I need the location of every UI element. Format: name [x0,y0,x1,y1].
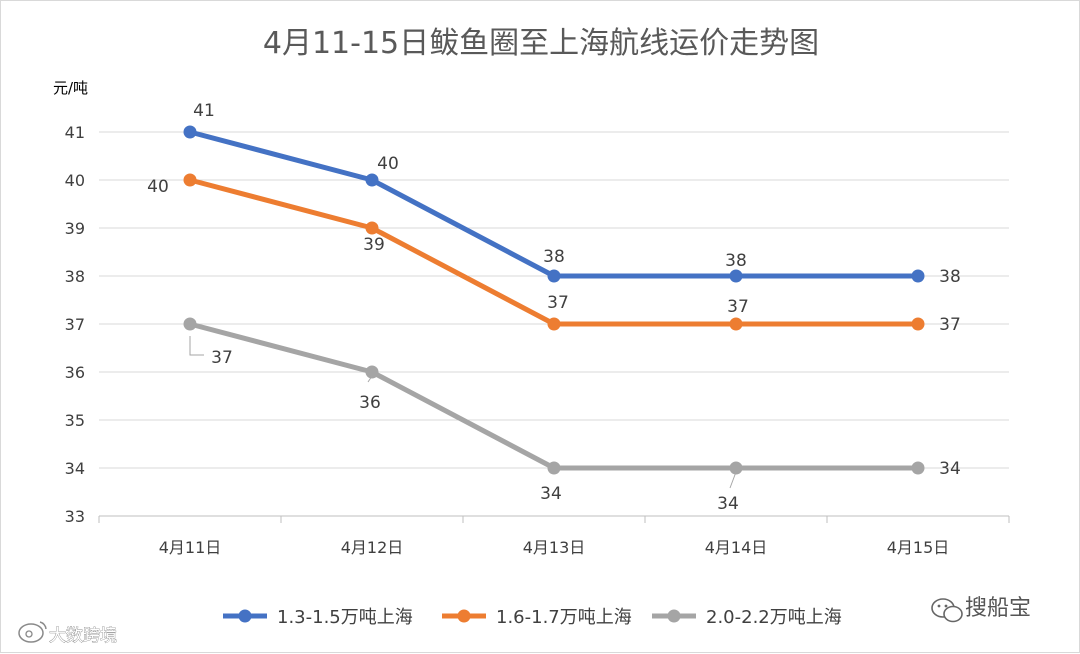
series-line [187,321,921,471]
y-tick-label: 38 [65,267,85,286]
data-label: 34 [939,459,961,479]
x-tick-label: 4月15日 [887,538,950,557]
y-tick-label: 34 [65,459,85,478]
label-leader-line [729,471,737,489]
data-point [365,221,379,235]
legend-label: 2.0-2.2万吨上海 [706,607,842,628]
data-label: 37 [727,297,749,317]
legend-swatch-marker [457,609,471,623]
data-label: 38 [543,247,565,267]
data-point [365,173,379,187]
weibo-icon [18,621,47,643]
series-2 [183,173,925,331]
watermarks: 搜船宝 大数跨境 [18,596,1031,646]
watermark-left-text: 大数跨境 [49,626,117,646]
data-point [547,461,561,475]
data-point [183,125,197,139]
y-tick-label: 37 [65,315,85,334]
data-point [547,269,561,283]
y-tick-label: 39 [65,219,85,238]
legend-item: 2.0-2.2万吨上海 [652,607,842,628]
x-tick-label: 4月11日 [159,538,222,557]
data-point [911,461,925,475]
data-point [365,365,379,379]
data-label: 40 [147,177,169,197]
label-leader-line [367,375,373,383]
legend-label: 1.6-1.7万吨上海 [496,607,632,628]
data-label: 34 [717,494,739,514]
data-label: 38 [725,251,747,271]
data-point [183,173,197,187]
series-3 [183,317,925,475]
y-tick-label: 33 [65,507,85,526]
data-label: 37 [547,293,569,313]
label-leader-line [189,336,204,356]
legend-label: 1.3-1.5万吨上海 [277,607,413,628]
y-tick-label: 40 [65,171,85,190]
y-tick-label: 41 [65,123,85,142]
data-label: 41 [193,101,215,121]
wechat-icon [931,598,963,623]
data-point [183,317,197,331]
series-1 [183,125,925,283]
data-label: 36 [359,393,381,413]
data-point [729,461,743,475]
y-tick-label: 35 [65,411,85,430]
data-point [547,317,561,331]
chart-title: 4月11-15日鲅鱼圈至上海航线运价走势图 [263,26,819,61]
data-label: 37 [211,348,233,368]
x-tick-label: 4月14日 [705,538,768,557]
data-label: 34 [540,484,562,504]
data-label: 39 [363,235,385,255]
data-point [911,317,925,331]
y-tick-label: 36 [65,363,85,382]
legend-item: 1.3-1.5万吨上海 [223,607,413,628]
data-point [729,269,743,283]
data-label: 38 [939,267,961,287]
data-point [911,269,925,283]
y-axis-unit-label: 元/吨 [53,79,88,97]
watermark-right-text: 搜船宝 [965,596,1031,621]
x-tick-label: 4月12日 [341,538,404,557]
data-label: 40 [377,154,399,174]
legend-item: 1.6-1.7万吨上海 [442,607,632,628]
data-label: 37 [939,315,961,335]
legend-swatch-marker [238,609,252,623]
legend-swatch-marker [667,609,681,623]
x-tick-label: 4月13日 [523,538,586,557]
data-point [729,317,743,331]
